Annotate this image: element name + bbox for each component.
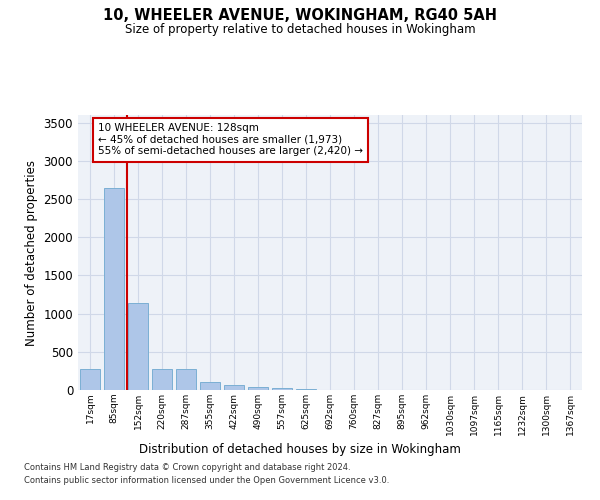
Y-axis label: Number of detached properties: Number of detached properties: [25, 160, 38, 346]
Bar: [80, 370, 100, 390]
Bar: [152, 368, 172, 390]
Bar: [200, 382, 220, 390]
Text: Size of property relative to detached houses in Wokingham: Size of property relative to detached ho…: [125, 22, 475, 36]
Bar: [128, 303, 148, 390]
Text: Contains public sector information licensed under the Open Government Licence v3: Contains public sector information licen…: [24, 476, 389, 485]
Bar: [248, 387, 268, 390]
Bar: [176, 368, 196, 390]
Text: 10 WHEELER AVENUE: 128sqm
← 45% of detached houses are smaller (1,973)
55% of se: 10 WHEELER AVENUE: 128sqm ← 45% of detac…: [98, 123, 363, 156]
Bar: [224, 385, 244, 390]
Bar: [272, 388, 292, 390]
Bar: [104, 188, 124, 390]
Text: Distribution of detached houses by size in Wokingham: Distribution of detached houses by size …: [139, 442, 461, 456]
Text: 10, WHEELER AVENUE, WOKINGHAM, RG40 5AH: 10, WHEELER AVENUE, WOKINGHAM, RG40 5AH: [103, 8, 497, 22]
Text: Contains HM Land Registry data © Crown copyright and database right 2024.: Contains HM Land Registry data © Crown c…: [24, 464, 350, 472]
